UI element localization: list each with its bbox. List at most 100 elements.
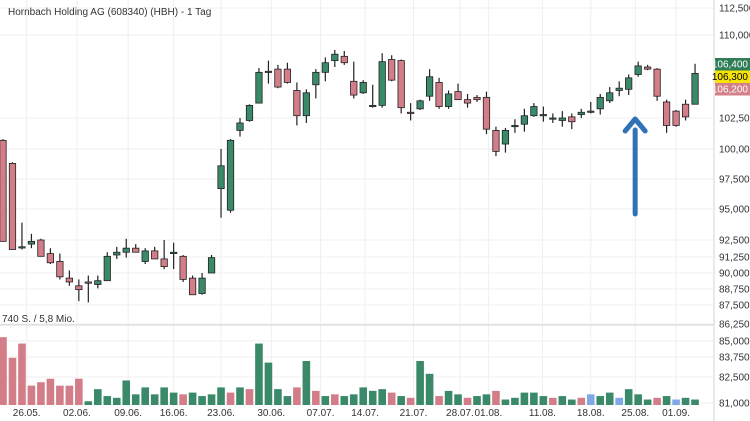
price-box-label: 106,400 xyxy=(712,60,749,71)
chart-title: Hornbach Holding AG (608340) (HBH) - 1 T… xyxy=(8,7,211,18)
candle-body xyxy=(463,99,472,104)
volume-bar xyxy=(596,396,605,405)
candle-body xyxy=(492,129,500,152)
volume-bar xyxy=(662,396,671,405)
volume-bar xyxy=(264,362,273,405)
price-box-label: 106,300 xyxy=(712,72,749,83)
candle-body xyxy=(75,285,83,291)
volume-bar xyxy=(435,396,443,405)
candle-body xyxy=(46,253,55,264)
candle-body xyxy=(340,55,348,64)
volume-bar xyxy=(103,396,112,405)
candle-body xyxy=(454,91,462,101)
grid-lines xyxy=(0,0,714,407)
volume-bar xyxy=(56,385,64,405)
volume-bar xyxy=(605,392,614,405)
volume-bar xyxy=(245,389,254,405)
candle-body xyxy=(160,258,168,268)
volume-bar xyxy=(397,396,405,405)
candle-body xyxy=(141,250,149,262)
volume-bar xyxy=(207,394,216,405)
candle-body xyxy=(207,257,216,274)
candle-body xyxy=(407,111,415,114)
y-tick-label: 83,750 xyxy=(719,353,750,364)
candle-body xyxy=(94,280,102,285)
volume-label: 740 S. / 5,8 Mio. xyxy=(2,314,75,325)
volume-bar xyxy=(530,392,538,405)
volume-bar xyxy=(473,396,481,405)
y-tick-label: 92,500 xyxy=(719,236,750,247)
y-tick-label: 97,500 xyxy=(719,175,750,186)
candle-body xyxy=(359,82,367,94)
volume-bar xyxy=(217,387,225,405)
candle-body xyxy=(18,246,26,249)
volume-bar xyxy=(169,392,178,405)
volume-bar xyxy=(539,396,548,405)
volume-bar xyxy=(274,389,282,405)
candle-body xyxy=(65,277,73,283)
x-tick-label: 09.06. xyxy=(114,408,142,419)
y-tick-label: 86,250 xyxy=(719,320,750,331)
volume-bar xyxy=(75,378,83,405)
candle-body xyxy=(350,80,358,96)
volume-bar xyxy=(378,389,386,405)
x-axis: 26.05. 02.06. 09.06. 16.06. 23.06. 30.06. 07.0… xyxy=(13,408,690,419)
candle-body xyxy=(672,110,680,126)
candle-body xyxy=(103,255,111,282)
price-candles xyxy=(0,49,699,303)
x-tick-label: 14.07. xyxy=(351,408,379,419)
candle-body xyxy=(520,115,529,125)
candle-body xyxy=(558,117,566,121)
volume-bar xyxy=(293,387,301,405)
volume-bar xyxy=(406,397,415,405)
volume-bar xyxy=(349,394,358,405)
volume-bar xyxy=(0,337,7,405)
candle-body xyxy=(283,68,292,83)
y-tick-label: 85,000 xyxy=(719,337,750,348)
y-tick-label: 112,500 xyxy=(719,4,750,15)
candle-body xyxy=(644,66,652,70)
volume-bar xyxy=(681,397,690,405)
candle-body xyxy=(425,76,434,97)
candle-body xyxy=(416,100,424,110)
price-box xyxy=(715,83,750,96)
volume-bar xyxy=(331,394,339,405)
y-tick-label: 95,000 xyxy=(719,205,750,216)
candle-body xyxy=(549,117,557,120)
volume-bar xyxy=(549,397,557,405)
y-tick-label: 87,500 xyxy=(719,301,750,312)
volume-bar xyxy=(359,387,368,405)
volume-bar xyxy=(283,396,292,405)
volume-bar xyxy=(520,392,529,405)
x-tick-label: 30.06. xyxy=(257,408,285,419)
y-tick-label: 91,250 xyxy=(719,253,750,264)
arrow-head xyxy=(622,116,648,134)
volume-bar xyxy=(84,401,93,405)
candle-body xyxy=(217,165,225,190)
volume-bar xyxy=(65,385,74,405)
volume-bar xyxy=(691,399,699,405)
x-tick-label: 23.06. xyxy=(207,408,235,419)
x-tick-label: 11.08. xyxy=(529,408,556,419)
candle-body xyxy=(681,103,690,118)
volume-bar xyxy=(425,373,434,405)
x-tick-label: 28.07. xyxy=(446,408,474,419)
volume-bar xyxy=(160,387,168,405)
volume-bar xyxy=(482,394,491,405)
volume-bar xyxy=(643,399,652,405)
candle-body xyxy=(226,139,235,211)
volume-bar xyxy=(615,397,623,405)
x-tick-label: 07.07. xyxy=(307,408,335,419)
y-tick-label: 90,000 xyxy=(719,269,750,280)
candle-body xyxy=(151,250,159,260)
price-box xyxy=(715,58,750,71)
candle-body xyxy=(691,73,699,105)
candle-body xyxy=(245,104,254,121)
annotation xyxy=(622,116,648,217)
y-tick-label: 110,000 xyxy=(719,31,750,42)
x-tick-label: 16.06. xyxy=(160,408,188,419)
candle-body xyxy=(56,261,64,278)
candle-body xyxy=(293,90,301,117)
